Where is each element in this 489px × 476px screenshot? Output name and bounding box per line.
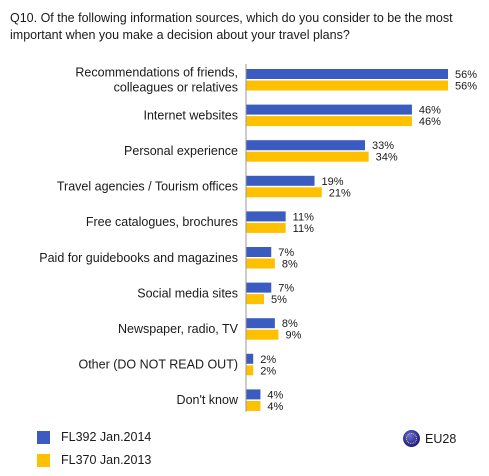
data-label: 9%: [285, 330, 301, 342]
data-label: 8%: [282, 259, 298, 271]
bar: [246, 329, 279, 340]
category-label: Internet websites: [144, 108, 239, 122]
data-label: 56%: [455, 69, 477, 81]
bar: [246, 318, 275, 329]
data-label: 7%: [278, 247, 294, 259]
category-label: Personal experience: [124, 144, 238, 158]
bar: [246, 140, 366, 151]
bar: [246, 69, 448, 79]
category-label: Recommendations of friends, colleagues or…: [75, 65, 238, 94]
data-label: 11%: [293, 223, 314, 235]
category-label: Social media sites: [137, 286, 238, 300]
data-label: 5%: [271, 294, 287, 306]
bar: [246, 222, 286, 233]
bar: [246, 247, 272, 257]
data-label: 56%: [455, 81, 477, 93]
chart-title: Q10. Of the following information source…: [10, 11, 453, 42]
category-label: Newspaper, radio, TV: [118, 322, 239, 336]
data-label: 7%: [278, 283, 294, 295]
bar: [246, 104, 412, 115]
bar: [246, 151, 369, 162]
bar: [246, 294, 265, 305]
bar: [246, 389, 261, 400]
bar: [246, 400, 261, 411]
data-label: 46%: [419, 105, 441, 117]
data-label: 46%: [419, 116, 441, 128]
bar: [246, 282, 272, 293]
data-label: 21%: [329, 187, 351, 199]
bar: [246, 80, 448, 91]
category-label: Travel agencies / Tourism offices: [57, 180, 238, 194]
data-label: 2%: [260, 365, 276, 377]
data-label: 2%: [260, 354, 276, 366]
category-label: Paid for guidebooks and magazines: [39, 251, 238, 265]
category-label: Don't know: [177, 393, 239, 407]
data-label: 4%: [267, 401, 283, 413]
data-label: 8%: [282, 318, 298, 330]
data-label: 19%: [322, 176, 344, 188]
data-label: 11%: [293, 211, 314, 223]
bar: [246, 175, 315, 186]
bar: [246, 211, 286, 222]
category-label: Other (DO NOT READ OUT): [78, 358, 238, 372]
data-label: 33%: [372, 140, 394, 152]
bar: [246, 187, 322, 198]
bar: [246, 353, 254, 364]
data-label: 34%: [376, 152, 398, 164]
bar: [246, 116, 412, 127]
bar: [246, 365, 254, 376]
category-label: Free catalogues, brochures: [86, 215, 238, 229]
bar: [246, 258, 275, 269]
data-label: 4%: [267, 389, 283, 401]
